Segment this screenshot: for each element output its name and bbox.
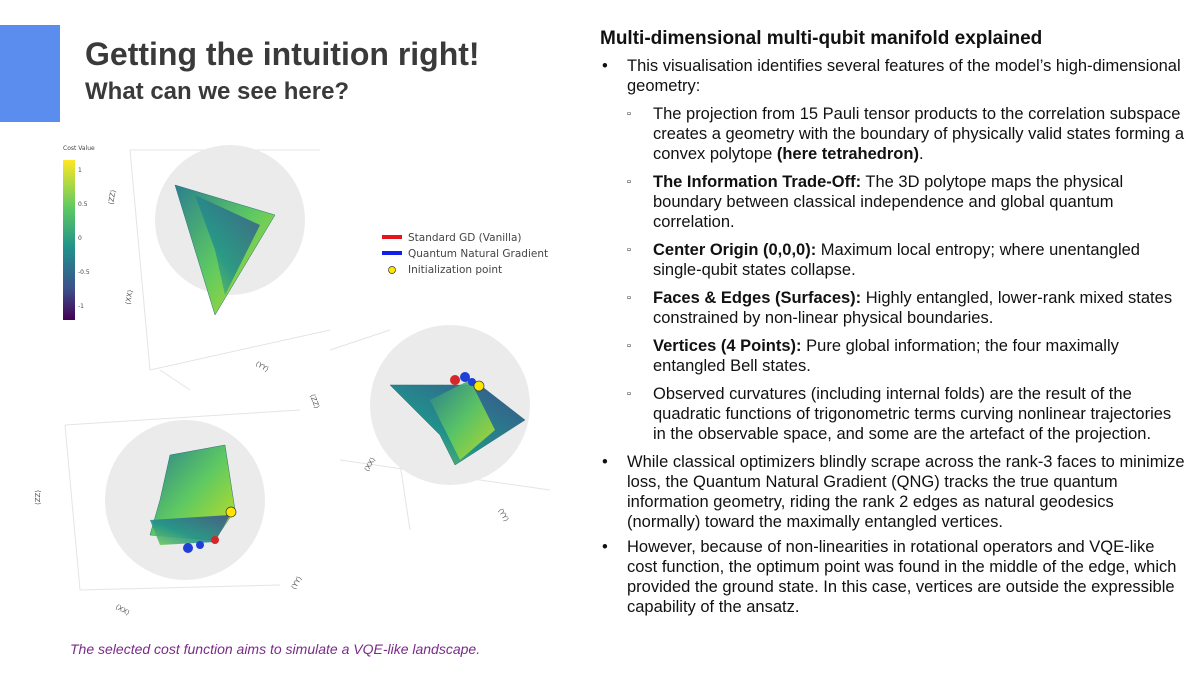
colorbar-tick: 0 <box>78 235 82 242</box>
colorbar <box>63 160 75 320</box>
plot-2 <box>329 325 551 531</box>
axis-title: ⟨XX⟩ <box>124 289 135 305</box>
caption: The selected cost function aims to simul… <box>70 641 481 657</box>
sub-bullet: Center Origin (0,0,0): Maximum local ent… <box>627 240 1185 280</box>
sub-bullet-post: Pure global information; the four maxima… <box>653 337 1119 375</box>
sub-bullet-pre: Observed curvatures (including internal … <box>653 385 1172 443</box>
slide-title: Getting the intuition right! <box>85 36 480 72</box>
accent-bar <box>0 25 60 122</box>
bullet-text: This visualisation identifies several fe… <box>627 57 1181 95</box>
sub-bullet-bold: The Information Trade-Off: <box>653 173 862 191</box>
axis-title: ⟨ZZ⟩ <box>34 490 42 505</box>
sub-bullet-pre: The projection from 15 Pauli tensor prod… <box>653 105 1185 163</box>
bullet-text: However, because of non-linearities in r… <box>627 538 1177 616</box>
sub-bullet-post: Maximum local entropy; where unentangled… <box>653 241 1140 279</box>
sub-bullet-bold: Faces & Edges (Surfaces): <box>653 289 862 307</box>
sub-bullet-bold: Center Origin (0,0,0): <box>653 241 817 259</box>
colorbar-tick: 0.5 <box>78 201 88 208</box>
plot-3 <box>64 409 301 591</box>
bullet-text: While classical optimizers blindly scrap… <box>627 453 1185 531</box>
sub-bullet: The Information Trade-Off: The 3D polyto… <box>627 172 1185 232</box>
legend <box>382 235 402 274</box>
panel-heading: Multi-dimensional multi-qubit manifold e… <box>600 28 1043 49</box>
legend-label: Initialization point <box>408 264 502 276</box>
colorbar-tick: -1 <box>78 303 84 310</box>
colorbar-labels: Cost Value 1 0.5 0 -0.5 -1 <box>63 145 95 310</box>
legend-label: Standard GD (Vanilla) <box>408 232 522 244</box>
bullet: This visualisation identifies several fe… <box>600 56 1185 444</box>
text-panel: Multi-dimensional multi-qubit manifold e… <box>600 28 1185 622</box>
sub-bullet-post: Highly entangled, lower-rank mixed state… <box>653 289 1173 327</box>
sub-bullet-post: . <box>918 145 924 163</box>
plot-1 <box>129 145 331 391</box>
axis-title: ⟨ZZ⟩ <box>107 189 118 205</box>
slide-subtitle: What can we see here? <box>85 78 350 105</box>
bullet-list: This visualisation identifies several fe… <box>600 56 1185 617</box>
legend-labels: Standard GD (Vanilla) Quantum Natural Gra… <box>408 232 548 276</box>
sub-bullet: Faces & Edges (Surfaces): Highly entangl… <box>627 288 1185 328</box>
axis-title: ⟨XX⟩ <box>114 603 131 618</box>
sub-bullet: Vertices (4 Points): Pure global informa… <box>627 336 1185 376</box>
bullet: While classical optimizers blindly scrap… <box>600 452 1185 532</box>
sub-bullet-bold: (here tetrahedron) <box>776 145 919 163</box>
colorbar-tick: 1 <box>78 167 82 174</box>
sub-bullet: Observed curvatures (including internal … <box>627 384 1185 444</box>
colorbar-tick: -0.5 <box>78 269 90 276</box>
sub-bullet: The projection from 15 Pauli tensor prod… <box>627 104 1185 164</box>
legend-label: Quantum Natural Gradient <box>408 248 548 260</box>
bullet: However, because of non-linearities in r… <box>600 537 1185 617</box>
sub-list: The projection from 15 Pauli tensor prod… <box>627 104 1185 444</box>
axis-title: ⟨YY⟩ <box>496 507 510 523</box>
sub-bullet-post: The 3D polytope maps the physical bounda… <box>653 173 1124 231</box>
sub-bullet-bold: Vertices (4 Points): <box>653 337 802 355</box>
axis-title: ⟨XX⟩ <box>363 456 378 473</box>
axis-title: ⟨YY⟩ <box>290 575 304 591</box>
axis-title: ⟨ZZ⟩ <box>308 393 321 410</box>
colorbar-title: Cost Value <box>63 145 95 152</box>
axis-title: ⟨YY⟩ <box>254 360 270 374</box>
